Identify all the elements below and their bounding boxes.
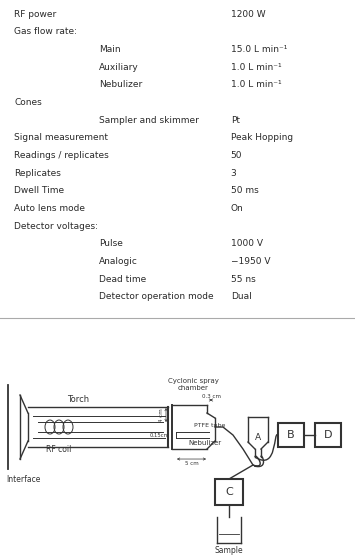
Text: Interface: Interface xyxy=(6,475,40,484)
Text: Pulse: Pulse xyxy=(99,240,123,248)
Text: RF power: RF power xyxy=(14,9,56,19)
Bar xyxy=(278,423,304,447)
Text: 1000 V: 1000 V xyxy=(231,240,263,248)
Text: Detector operation mode: Detector operation mode xyxy=(99,292,214,301)
Text: 50 ms: 50 ms xyxy=(231,187,258,196)
Text: Cones: Cones xyxy=(14,98,42,107)
Text: Pt: Pt xyxy=(231,116,240,125)
Bar xyxy=(315,423,341,447)
Text: Signal measurement: Signal measurement xyxy=(14,134,108,143)
Text: 15.0 L min⁻¹: 15.0 L min⁻¹ xyxy=(231,45,287,54)
Text: Nebulizer: Nebulizer xyxy=(99,80,143,89)
Text: 55 ns: 55 ns xyxy=(231,275,256,284)
Text: 0.15cm: 0.15cm xyxy=(150,433,170,438)
Text: 50: 50 xyxy=(231,151,242,160)
Text: 5 cm: 5 cm xyxy=(185,461,198,466)
Text: Torch: Torch xyxy=(67,395,89,404)
Text: 1.0 L min⁻¹: 1.0 L min⁻¹ xyxy=(231,63,282,72)
Text: Replicates: Replicates xyxy=(14,169,61,178)
Text: Nebulizer: Nebulizer xyxy=(188,440,221,446)
Text: Readings / replicates: Readings / replicates xyxy=(14,151,109,160)
Bar xyxy=(215,479,243,505)
Text: 1.0 L min⁻¹: 1.0 L min⁻¹ xyxy=(231,80,282,89)
Text: Gas flow rate:: Gas flow rate: xyxy=(14,27,77,36)
Text: PTFE tube: PTFE tube xyxy=(194,423,225,428)
Text: Sampler and skimmer: Sampler and skimmer xyxy=(99,116,199,125)
Text: Auto lens mode: Auto lens mode xyxy=(14,204,85,213)
Text: Dwell Time: Dwell Time xyxy=(14,187,64,196)
Text: Dead time: Dead time xyxy=(99,275,147,284)
Text: D: D xyxy=(324,430,332,440)
Text: 1200 W: 1200 W xyxy=(231,9,266,19)
Text: Peak Hopping: Peak Hopping xyxy=(231,134,293,143)
Text: Auxiliary: Auxiliary xyxy=(99,63,139,72)
Text: 4 cm: 4 cm xyxy=(159,408,164,422)
Text: Detector voltages:: Detector voltages: xyxy=(14,222,98,231)
Text: Main: Main xyxy=(99,45,121,54)
Text: B: B xyxy=(287,430,295,440)
Text: A: A xyxy=(255,433,261,442)
Text: 0.3 cm: 0.3 cm xyxy=(202,394,220,399)
Text: RF coil: RF coil xyxy=(46,445,72,454)
Text: 3: 3 xyxy=(231,169,236,178)
Text: Cyclonic spray
chamber: Cyclonic spray chamber xyxy=(168,378,219,391)
Text: Sample: Sample xyxy=(215,546,243,555)
Text: Analogic: Analogic xyxy=(99,257,138,266)
Text: Dual: Dual xyxy=(231,292,251,301)
Text: On: On xyxy=(231,204,244,213)
Text: C: C xyxy=(225,487,233,497)
Text: −1950 V: −1950 V xyxy=(231,257,270,266)
